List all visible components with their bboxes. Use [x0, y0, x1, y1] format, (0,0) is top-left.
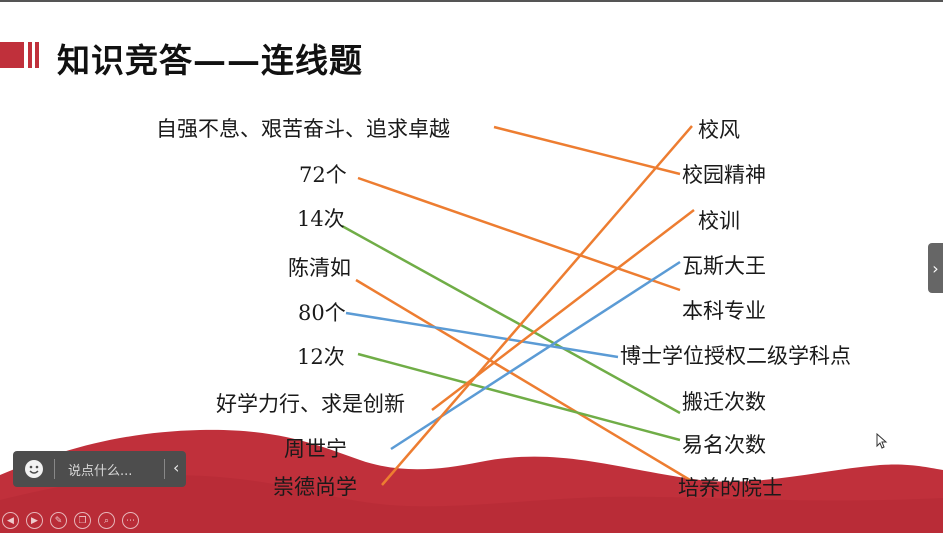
left-item: 周世宁 — [284, 437, 347, 461]
chevron-left-icon[interactable]: ‹ — [173, 458, 180, 477]
right-item: 博士学位授权二级学科点 — [620, 344, 851, 368]
chat-input-bar[interactable]: 说点什么... ‹ — [13, 451, 186, 487]
chat-placeholder[interactable]: 说点什么... — [68, 464, 133, 479]
right-item: 校风 — [698, 118, 740, 142]
divider — [164, 459, 165, 479]
title-accent-stripe — [35, 42, 39, 68]
copy-icon[interactable]: ❐ — [74, 512, 91, 529]
right-item: 瓦斯大王 — [682, 254, 766, 278]
more-icon[interactable]: ⋯ — [122, 512, 139, 529]
left-item: 好学力行、求是创新 — [216, 392, 405, 416]
right-item: 校训 — [698, 209, 740, 233]
window-top-border — [0, 0, 943, 2]
left-item: 崇德尚学 — [273, 475, 357, 499]
left-item: 12次 — [297, 345, 345, 369]
left-item: 14次 — [297, 207, 345, 231]
right-item: 校园精神 — [682, 163, 766, 187]
zoom-icon[interactable]: ⌕ — [98, 512, 115, 529]
pen-icon[interactable]: ✎ — [50, 512, 67, 529]
connection-line — [355, 278, 691, 482]
presentation-toolbar: ◀ ▶ ✎ ❐ ⌕ ⋯ — [2, 512, 139, 532]
slide-title: 知识竞答——连线题 — [57, 41, 363, 80]
mouse-cursor-icon — [876, 433, 888, 449]
connection-line — [493, 125, 681, 176]
smile-icon[interactable] — [24, 459, 44, 479]
right-item: 培养的院士 — [678, 476, 783, 500]
right-item: 易名次数 — [682, 433, 766, 457]
connection-line — [381, 125, 693, 486]
left-item: 72个 — [299, 163, 347, 187]
connection-line — [357, 176, 681, 292]
connection-line — [341, 224, 681, 415]
title-accent-stripe — [28, 42, 32, 68]
right-item: 本科专业 — [682, 299, 766, 323]
divider — [54, 459, 55, 479]
connection-line — [357, 352, 681, 442]
connection-line — [345, 311, 619, 359]
left-item: 80个 — [298, 301, 346, 325]
title-accent-block — [0, 42, 24, 68]
left-item: 陈清如 — [288, 256, 351, 280]
next-slide-button[interactable]: › — [928, 243, 943, 293]
next-icon[interactable]: ▶ — [26, 512, 43, 529]
chevron-right-icon: › — [932, 258, 939, 278]
prev-icon[interactable]: ◀ — [2, 512, 19, 529]
right-item: 搬迁次数 — [682, 390, 766, 414]
left-item: 自强不息、艰苦奋斗、追求卓越 — [156, 117, 450, 141]
